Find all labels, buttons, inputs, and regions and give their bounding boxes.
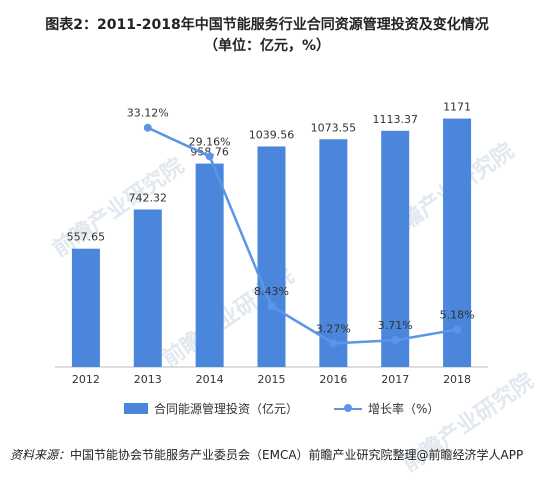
growth-point (391, 336, 400, 345)
x-tick-label: 2013 (134, 373, 162, 386)
growth-point (329, 339, 338, 348)
bar-value-label: 1113.37 (372, 113, 418, 126)
growth-value-label: 33.12% (127, 107, 169, 120)
legend-item-investment: 合同能源管理投资（亿元） (124, 400, 298, 417)
growth-point (143, 123, 152, 132)
x-tick-label: 2017 (381, 373, 409, 386)
legend-item-growth: 增长率（%） (334, 400, 439, 417)
source-note: 资料来源：中国节能协会节能服务产业委员会（EMCA）前瞻产业研究院整理@前瞻经济… (10, 446, 523, 463)
growth-value-label: 8.43% (254, 285, 289, 298)
growth-value-label: 5.18% (440, 309, 475, 322)
legend-label-growth: 增长率（%） (368, 402, 440, 416)
growth-value-label: 3.27% (316, 322, 351, 335)
bar-value-label: 1073.55 (311, 121, 357, 134)
bar (195, 163, 224, 367)
legend-label-investment: 合同能源管理投资（亿元） (154, 402, 299, 416)
growth-value-label: 3.71% (378, 319, 413, 332)
bar (257, 146, 286, 367)
growth-value-label: 29.16% (189, 135, 231, 148)
chart-area: 557.65 2012 742.32 2013 958.76 2014 1039.56 201… (55, 101, 488, 386)
bar-value-label: 1039.56 (249, 128, 295, 141)
bar-value-label: 557.65 (67, 231, 106, 244)
bar-value-label: 958.76 (190, 146, 229, 159)
chart-title: 图表2：2011-2018年中国节能服务行业合同资源管理投资及变化情况 (45, 17, 489, 33)
x-tick-label: 2014 (196, 373, 224, 386)
growth-line (147, 126, 458, 345)
source-text: 中国节能协会节能服务产业委员会（EMCA）前瞻产业研究院整理 (70, 448, 417, 462)
chart-subtitle-unit: （单位：亿元，%） (203, 38, 331, 54)
x-tick-label: 2016 (319, 373, 347, 386)
x-tick-label: 2015 (258, 373, 286, 386)
legend-bar-swatch (124, 403, 148, 414)
bar (381, 130, 410, 367)
x-tick-label: 2012 (72, 373, 100, 386)
legend-line-swatch (334, 403, 362, 414)
bar-value-label: 1171 (443, 101, 471, 114)
x-tick-label: 2018 (443, 373, 471, 386)
growth-point (453, 325, 462, 334)
bar (319, 139, 348, 367)
legend: 合同能源管理投资（亿元） 增长率（%） (0, 400, 534, 420)
bar-value-label: 742.32 (129, 192, 168, 205)
growth-point (267, 302, 276, 311)
brand-text: @前瞻经济学人APP (416, 448, 524, 462)
source-label: 资料来源： (10, 448, 71, 462)
growth-point (205, 152, 214, 161)
bar (133, 209, 162, 367)
bar (71, 248, 100, 367)
